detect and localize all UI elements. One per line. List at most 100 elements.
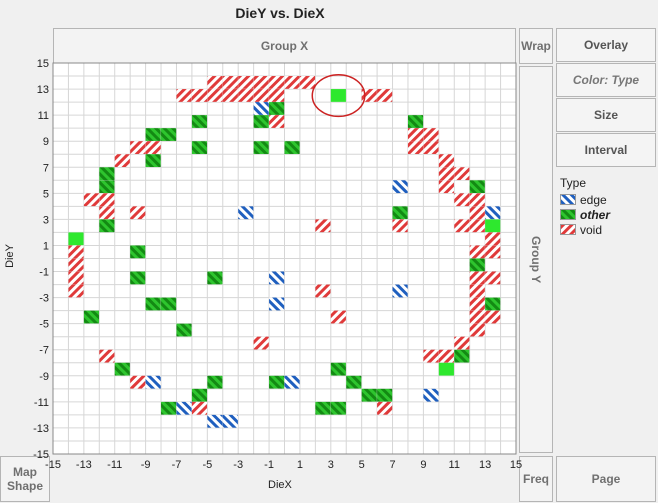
die-cell-void[interactable] (438, 167, 454, 181)
die-cell-void[interactable] (469, 271, 485, 285)
die-cell-void[interactable] (485, 245, 501, 259)
die-cell-other[interactable] (114, 362, 130, 376)
die-cell-other[interactable] (161, 401, 177, 415)
die-cell-void[interactable] (99, 193, 115, 207)
die-cell-void[interactable] (191, 89, 208, 102)
die-cell-other[interactable] (330, 362, 346, 376)
die-cell-other-solid[interactable] (485, 219, 501, 233)
die-cell-other[interactable] (191, 115, 208, 128)
die-cell-other[interactable] (161, 297, 177, 311)
legend-item-other[interactable]: other (560, 207, 610, 222)
die-cell-void[interactable] (191, 401, 208, 415)
die-cell-void[interactable] (145, 141, 161, 154)
die-cell-void[interactable] (284, 76, 300, 89)
die-cell-edge[interactable] (284, 375, 300, 389)
die-cell-other-solid[interactable] (68, 232, 84, 246)
die-cell-void[interactable] (469, 297, 485, 311)
die-cell-other[interactable] (253, 115, 269, 128)
die-cell-other[interactable] (269, 375, 285, 389)
die-cell-edge[interactable] (392, 180, 408, 194)
die-cell-other[interactable] (130, 245, 146, 259)
die-cell-void[interactable] (99, 206, 115, 220)
die-cell-void[interactable] (438, 154, 454, 168)
die-cell-edge[interactable] (176, 401, 192, 415)
die-cell-other[interactable] (361, 388, 377, 402)
die-cell-void[interactable] (238, 76, 254, 89)
overlay-button[interactable]: Overlay (556, 28, 656, 62)
die-cell-void[interactable] (438, 349, 454, 363)
die-cell-void[interactable] (469, 284, 485, 298)
die-cell-void[interactable] (176, 89, 192, 102)
die-cell-other[interactable] (315, 401, 331, 415)
die-cell-void[interactable] (238, 89, 254, 102)
die-cell-other[interactable] (454, 349, 470, 363)
die-cell-other[interactable] (145, 154, 161, 168)
die-cell-void[interactable] (269, 76, 285, 89)
die-cell-other[interactable] (392, 206, 408, 220)
page-zone[interactable]: Page (556, 456, 656, 502)
die-cell-edge[interactable] (269, 297, 285, 311)
die-cell-void[interactable] (485, 310, 501, 324)
die-cell-edge[interactable] (269, 271, 285, 285)
die-cell-void[interactable] (361, 89, 377, 102)
group-x-zone[interactable]: Group X (53, 28, 516, 64)
die-cell-void[interactable] (438, 180, 454, 194)
die-cell-other[interactable] (145, 297, 161, 311)
die-cell-edge[interactable] (222, 414, 238, 428)
die-cell-void[interactable] (315, 219, 331, 233)
die-cell-other[interactable] (469, 180, 485, 194)
die-cell-other[interactable] (191, 141, 208, 154)
die-cell-other[interactable] (99, 219, 115, 233)
die-cell-void[interactable] (454, 193, 470, 207)
die-cell-edge[interactable] (145, 375, 161, 389)
die-cell-void[interactable] (130, 375, 146, 389)
die-cell-other[interactable] (207, 375, 223, 389)
die-cell-edge[interactable] (238, 206, 254, 220)
group-y-zone[interactable]: Group Y (519, 66, 553, 453)
die-cell-other[interactable] (145, 128, 161, 141)
die-cell-other[interactable] (485, 297, 501, 311)
die-cell-void[interactable] (207, 76, 223, 89)
die-cell-edge[interactable] (392, 284, 408, 298)
die-cell-void[interactable] (469, 206, 485, 220)
die-cell-void[interactable] (99, 349, 115, 363)
die-cell-void[interactable] (253, 89, 269, 102)
map-shape-zone[interactable]: Map Shape (0, 456, 50, 502)
die-cell-other-solid[interactable] (438, 362, 454, 376)
die-cell-void[interactable] (407, 128, 424, 141)
interval-button[interactable]: Interval (556, 133, 656, 167)
die-cell-void[interactable] (469, 245, 485, 259)
die-cell-other[interactable] (253, 141, 269, 154)
die-cell-void[interactable] (423, 349, 439, 363)
die-cell-void[interactable] (469, 310, 485, 324)
die-cell-other[interactable] (330, 401, 346, 415)
die-cell-void[interactable] (207, 89, 223, 102)
die-cell-void[interactable] (330, 310, 346, 324)
freq-zone[interactable]: Freq (519, 456, 553, 502)
die-cell-void[interactable] (114, 154, 130, 168)
die-cell-void[interactable] (469, 193, 485, 207)
die-cell-other[interactable] (269, 102, 285, 115)
wrap-zone[interactable]: Wrap (519, 28, 553, 64)
legend-item-edge[interactable]: edge (560, 192, 610, 207)
die-cell-other[interactable] (191, 388, 208, 402)
die-cell-other[interactable] (99, 180, 115, 194)
die-cell-void[interactable] (68, 284, 84, 298)
die-cell-void[interactable] (392, 219, 408, 233)
size-button[interactable]: Size (556, 98, 656, 132)
die-cell-other[interactable] (407, 115, 424, 128)
die-cell-void[interactable] (454, 336, 470, 350)
die-cell-void[interactable] (377, 89, 393, 102)
die-cell-void[interactable] (454, 167, 470, 181)
die-cell-void[interactable] (68, 258, 84, 272)
die-cell-void[interactable] (253, 336, 269, 350)
die-cell-other[interactable] (346, 375, 362, 389)
die-cell-other[interactable] (99, 167, 115, 181)
die-cell-void[interactable] (269, 115, 285, 128)
die-cell-void[interactable] (222, 76, 238, 89)
die-cell-other[interactable] (377, 388, 393, 402)
die-cell-void[interactable] (222, 89, 238, 102)
die-cell-void[interactable] (315, 284, 331, 298)
die-cell-void[interactable] (377, 401, 393, 415)
die-cell-edge[interactable] (207, 414, 223, 428)
